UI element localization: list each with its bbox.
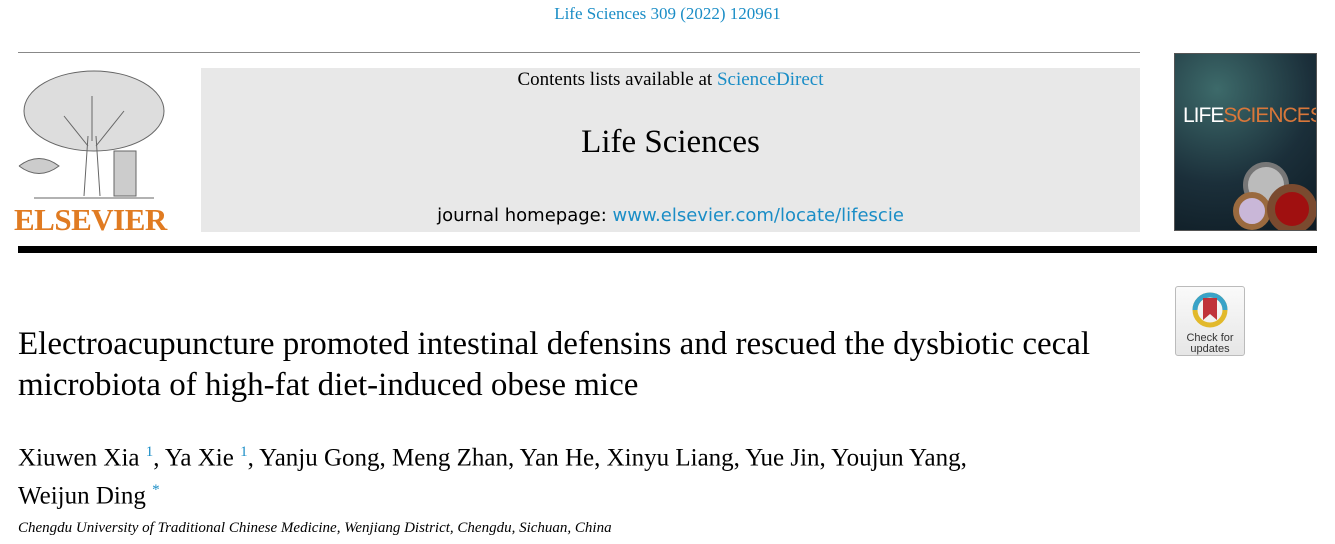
divider: [18, 52, 1140, 53]
affiliation: Chengdu University of Traditional Chines…: [18, 520, 612, 536]
author-list: Xiuwen Xia 1, Ya Xie 1, Yanju Gong, Meng…: [18, 444, 967, 510]
footnote-mark[interactable]: 1: [240, 444, 248, 460]
crossmark-icon: [1192, 292, 1228, 328]
homepage-line: journal homepage: www.elsevier.com/locat…: [437, 205, 904, 226]
author[interactable]: Ya Xie: [164, 444, 234, 472]
sciencedirect-link[interactable]: ScienceDirect: [716, 69, 824, 90]
header-bar: [18, 246, 1317, 253]
cover-title: LIFESCIENCES: [1183, 104, 1317, 127]
journal-cover[interactable]: LIFESCIENCES: [1174, 53, 1317, 231]
cover-circle: [1267, 184, 1316, 230]
journal-title: Life Sciences: [581, 124, 760, 160]
journal-header-box: Contents lists available at ScienceDirec…: [201, 68, 1140, 232]
contents-line: Contents lists available at ScienceDirec…: [517, 69, 824, 90]
elsevier-logo: ELSEVIER: [14, 66, 167, 238]
author[interactable]: Weijun Ding: [18, 482, 146, 510]
check-for-updates-button[interactable]: Check for updates: [1175, 286, 1245, 356]
article-title: Electroacupuncture promoted intestinal d…: [18, 326, 1091, 403]
corresponding-mark[interactable]: *: [152, 482, 160, 499]
author[interactable]: Yanju Gong, Meng Zhan, Yan He, Xinyu Lia…: [259, 444, 967, 472]
tree-icon: [18, 70, 165, 199]
journal-reference[interactable]: Life Sciences 309 (2022) 120961: [554, 4, 781, 23]
homepage-link[interactable]: www.elsevier.com/locate/lifescie: [612, 205, 904, 226]
author[interactable]: Xiuwen Xia: [18, 444, 140, 472]
cover-circle: [1233, 192, 1271, 230]
footnote-mark[interactable]: 1: [145, 444, 154, 460]
